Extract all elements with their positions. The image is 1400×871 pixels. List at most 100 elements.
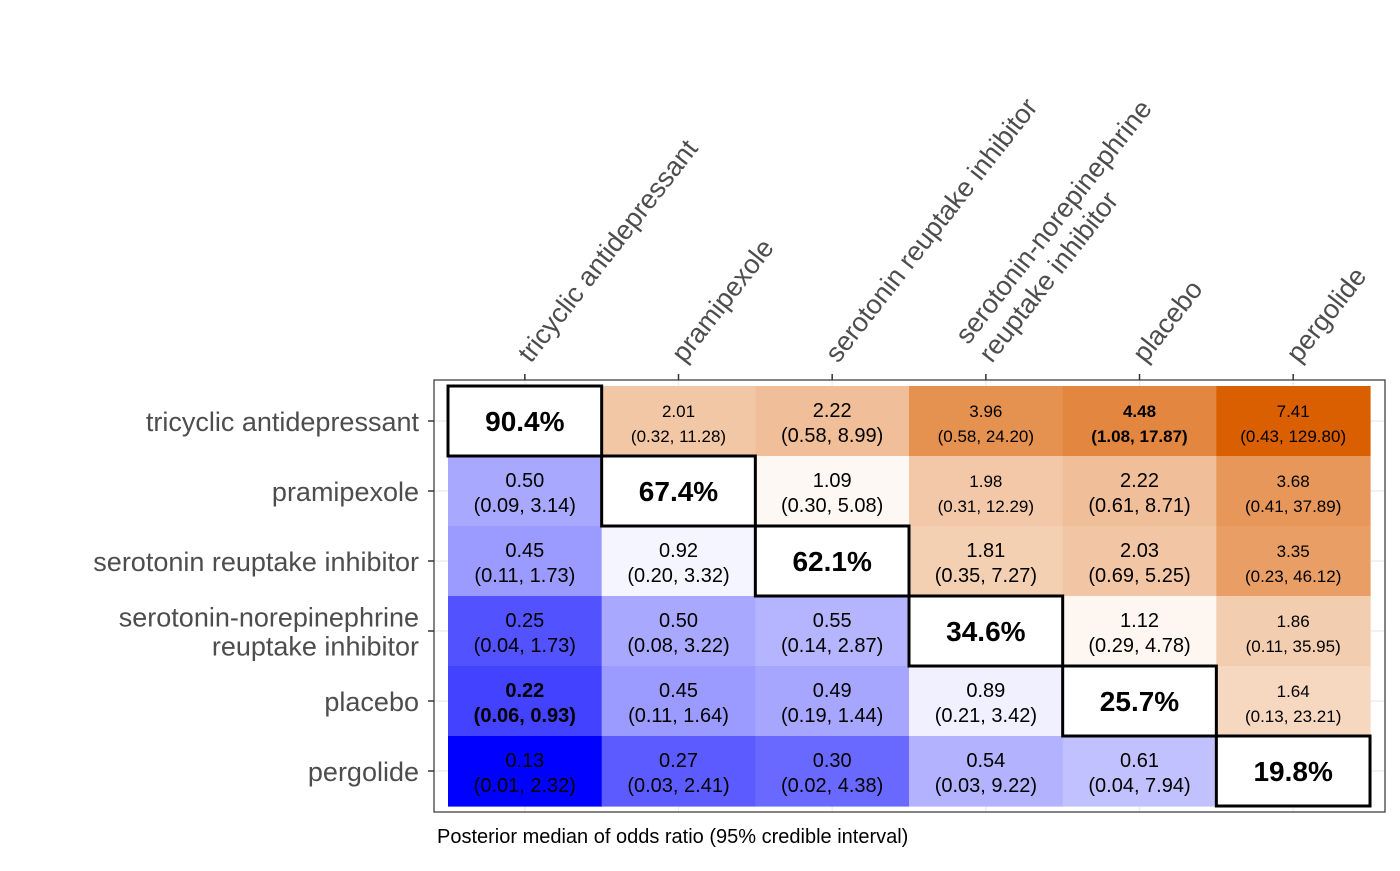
y-axis-label-line: reuptake inhibitor	[212, 632, 419, 662]
cell-median-label: 0.61	[1120, 750, 1159, 772]
x-axis-label: pramipexole	[666, 233, 780, 367]
cell-median-label: 1.12	[1120, 610, 1159, 632]
cell-interval-label: (0.06, 0.93)	[474, 705, 576, 727]
cell-median-label: 4.48	[1123, 402, 1156, 421]
diagonal-value-label: 34.6%	[946, 616, 1025, 647]
heatmap-cell	[601, 736, 756, 807]
heatmap-cell	[909, 666, 1064, 737]
cell-interval-label: (1.08, 17.87)	[1091, 427, 1187, 446]
heatmap-cell	[755, 456, 910, 527]
diagonal-value-label: 25.7%	[1100, 686, 1179, 717]
cell-median-label: 0.13	[505, 750, 544, 772]
cell-median-label: 0.45	[659, 680, 698, 702]
y-axis-label-line: pergolide	[308, 757, 419, 787]
x-axis-label-line: serotonin-norepinephrine	[949, 94, 1157, 349]
cell-interval-label: (0.61, 8.71)	[1088, 495, 1190, 517]
heatmap-cell	[1062, 386, 1217, 457]
heatmap-cell	[1062, 456, 1217, 527]
cell-median-label: 2.22	[813, 400, 852, 422]
cell-interval-label: (0.04, 1.73)	[474, 635, 576, 657]
cell-median-label: 0.49	[813, 680, 852, 702]
cell-median-label: 0.50	[505, 470, 544, 492]
x-axis-label-line: pramipexole	[666, 233, 780, 367]
cell-interval-label: (0.11, 1.73)	[474, 565, 575, 587]
heatmap-cell	[755, 666, 910, 737]
cell-interval-label: (0.58, 24.20)	[938, 427, 1034, 446]
cell-median-label: 3.35	[1277, 542, 1310, 561]
heatmap-cell	[1062, 526, 1217, 597]
y-axis-label: serotonin-norepinephrine reuptake inhibit…	[119, 603, 419, 662]
cell-median-label: 1.64	[1277, 682, 1310, 701]
heatmap-cell	[755, 386, 910, 457]
heatmap-cell	[1062, 736, 1217, 807]
diagonal-value-label: 67.4%	[639, 476, 718, 507]
cell-interval-label: (0.13, 23.21)	[1245, 707, 1341, 726]
cell-interval-label: (0.32, 11.28)	[631, 427, 726, 446]
heatmap-cell	[448, 456, 603, 527]
heatmap-cell	[1216, 526, 1371, 597]
y-axis-label-line: tricyclic antidepressant	[146, 407, 420, 437]
x-axis-label: tricyclic antidepressant	[512, 134, 704, 368]
cell-interval-label: (0.09, 3.14)	[474, 495, 576, 517]
x-axis-label-group: placebo	[1127, 275, 1209, 368]
heatmap-cell	[1216, 596, 1371, 667]
heatmap-cell	[1216, 666, 1371, 737]
panel-border	[433, 379, 1386, 813]
heatmap-cell	[755, 596, 910, 667]
cell-median-label: 3.96	[969, 402, 1002, 421]
x-axis-label-group: pramipexole	[666, 233, 780, 367]
cell-interval-label: (0.58, 8.99)	[781, 425, 883, 447]
x-axis-label-group: pergolide	[1280, 262, 1372, 368]
cell-interval-label: (0.30, 5.08)	[781, 495, 883, 517]
cell-interval-label: (0.69, 5.25)	[1088, 565, 1190, 587]
diagonal-value-label: 62.1%	[792, 546, 871, 577]
y-axis-label-line: serotonin reuptake inhibitor	[93, 547, 419, 577]
cell-interval-label: (0.21, 3.42)	[935, 705, 1037, 727]
y-axis-label: pramipexole	[272, 477, 419, 507]
x-axis-label-line: pergolide	[1280, 262, 1372, 368]
cell-interval-label: (0.11, 35.95)	[1246, 637, 1341, 656]
cell-interval-label: (0.31, 12.29)	[938, 497, 1034, 516]
heatmap-cell	[755, 736, 910, 807]
diagonal-value-label: 90.4%	[485, 406, 564, 437]
cell-median-label: 0.55	[813, 610, 852, 632]
y-axis-label: placebo	[324, 687, 419, 717]
diagonal-cell	[446, 384, 604, 458]
heatmap-cell	[1062, 596, 1217, 667]
cell-median-label: 0.45	[505, 540, 544, 562]
y-axis-label-line: pramipexole	[272, 477, 419, 507]
cell-median-label: 0.54	[966, 750, 1005, 772]
heatmap-cell	[909, 456, 1064, 527]
cell-median-label: 0.22	[505, 680, 544, 702]
cell-median-label: 2.22	[1120, 470, 1159, 492]
cell-median-label: 7.41	[1277, 402, 1310, 421]
cell-interval-label: (0.01, 2.32)	[474, 775, 576, 797]
diagonal-value-label: 19.8%	[1253, 756, 1332, 787]
cell-interval-label: (0.41, 37.89)	[1245, 497, 1341, 516]
cell-interval-label: (0.04, 7.94)	[1088, 775, 1190, 797]
cell-median-label: 0.50	[659, 610, 698, 632]
x-axis-label-line: tricyclic antidepressant	[512, 134, 704, 368]
cell-median-label: 1.81	[966, 540, 1005, 562]
cell-median-label: 0.25	[505, 610, 544, 632]
heatmap-cell	[601, 596, 756, 667]
diagonal-cell	[1061, 664, 1218, 738]
heatmap-cell	[448, 526, 603, 597]
cell-interval-label: (0.19, 1.44)	[781, 705, 883, 727]
cell-interval-label: (0.29, 4.78)	[1088, 635, 1190, 657]
heatmap-cell	[448, 736, 603, 807]
cell-interval-label: (0.02, 4.38)	[781, 775, 883, 797]
y-axis-label: tricyclic antidepressant	[146, 407, 420, 437]
x-axis-label: pergolide	[1280, 262, 1372, 368]
chart-caption: Posterior median of odds ratio (95% cred…	[437, 826, 909, 848]
heatmap-cell	[448, 596, 603, 667]
cell-interval-label: (0.11, 1.64)	[628, 705, 729, 727]
heatmap-cell	[909, 526, 1064, 597]
y-axis-label-line: placebo	[324, 687, 419, 717]
cell-interval-label: (0.35, 7.27)	[935, 565, 1037, 587]
heatmap-cell	[1216, 456, 1371, 527]
heatmap-cell	[1216, 386, 1371, 457]
y-axis-label-line: serotonin-norepinephrine	[119, 603, 419, 633]
heatmap-cell	[909, 386, 1064, 457]
